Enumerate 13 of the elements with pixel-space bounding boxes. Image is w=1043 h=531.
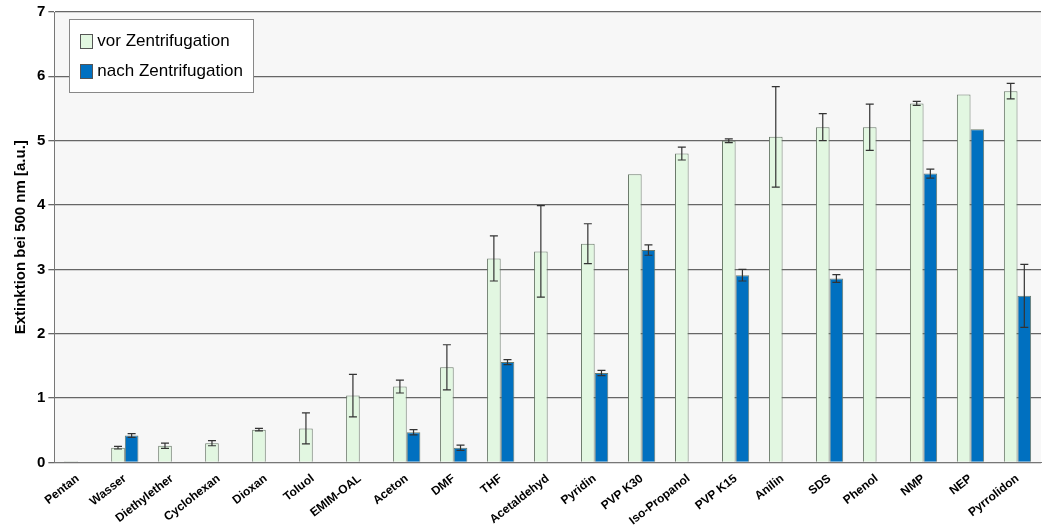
y-tick-label: 7 xyxy=(37,2,46,20)
y-axis-title: Extinktion bei 500 nm [a.u.] xyxy=(11,140,29,335)
legend-label: vor Zentrifugation xyxy=(97,30,230,52)
y-tick-label: 5 xyxy=(37,130,46,148)
legend-label: nach Zentrifugation xyxy=(97,60,243,82)
y-tick-label: 3 xyxy=(37,259,46,277)
x-tick-label: SDS xyxy=(805,471,834,498)
x-tick-label: PVP K15 xyxy=(692,470,740,513)
y-tick-label: 0 xyxy=(37,452,46,470)
y-tick-label: 4 xyxy=(37,195,46,213)
y-tick-label: 1 xyxy=(37,388,46,406)
y-tick-label: 2 xyxy=(37,323,46,341)
y-tick-label: 6 xyxy=(37,66,46,84)
